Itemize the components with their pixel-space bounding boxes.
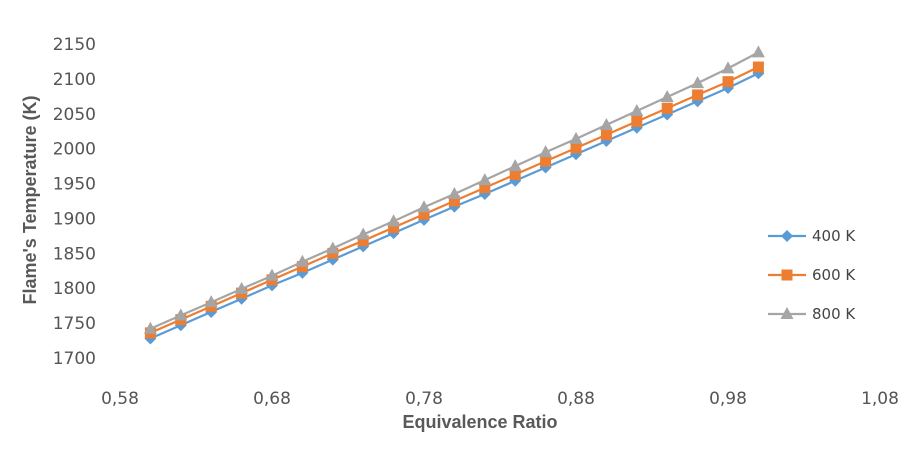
data-point [478,173,492,186]
data-point [600,129,612,141]
y-axis-title: Flame's Temperature (K) [20,95,40,304]
legend-label: 800 K [812,305,856,323]
legend-marker [781,269,793,281]
x-tick-labels: 0,58 0,68 0,78 0,88 0,98 1,08 [101,389,899,409]
data-point [570,142,582,154]
data-point [418,208,430,220]
series-layer [143,45,765,345]
data-point [508,159,522,172]
data-point [143,321,157,334]
data-point [357,235,369,247]
data-point [265,268,279,281]
data-point [722,76,734,88]
y-tick-label: 1700 [53,349,96,369]
y-tick-label: 2150 [53,35,96,55]
x-tick-label: 0,88 [557,389,595,409]
y-tick-label: 1800 [53,279,96,299]
y-tick-label: 1900 [53,209,96,229]
y-tick-label: 2050 [53,105,96,125]
legend-marker [780,307,794,319]
data-point [447,187,461,200]
y-tick-label: 1950 [53,175,96,195]
x-tick-label: 0,78 [405,389,443,409]
y-tick-label: 2100 [53,70,96,90]
data-point [356,227,370,240]
data-point [660,90,674,103]
x-tick-label: 0,98 [709,389,747,409]
data-point [631,115,643,127]
x-axis-title: Equivalence Ratio [402,412,557,432]
series-1 [144,61,764,339]
data-point [448,195,460,207]
legend: 400 K 600 K 800 K [768,227,856,323]
data-point [540,155,552,167]
x-tick-label: 1,08 [861,389,899,409]
data-point [751,45,765,58]
data-point [509,168,521,180]
legend-item: 800 K [768,305,856,323]
data-point [721,61,735,74]
data-point [691,76,705,89]
data-point [235,281,249,294]
data-point [599,117,613,130]
legend-label: 400 K [812,227,856,245]
data-point [692,89,704,101]
data-point [752,61,764,73]
data-point [387,214,401,227]
y-tick-label: 1750 [53,314,96,334]
data-point [388,222,400,234]
y-tick-label: 1850 [53,244,96,264]
data-point [295,254,309,267]
data-point [630,103,644,116]
y-tick-labels: 1700 1750 1800 1850 1900 1950 2000 2050 2100 2150 [53,35,96,369]
legend-item: 600 K [768,266,856,284]
data-point [479,182,491,194]
legend-marker [781,230,793,242]
data-point [539,145,553,158]
data-point [661,102,673,114]
x-tick-label: 0,68 [253,389,291,409]
data-point [326,241,340,254]
series-2 [143,45,765,334]
legend-item: 400 K [768,227,856,245]
data-point [569,131,583,144]
data-point [174,308,188,321]
data-point [417,200,431,213]
y-tick-label: 2000 [53,140,96,160]
x-tick-label: 0,58 [101,389,139,409]
data-point [204,295,218,308]
legend-label: 600 K [812,266,856,284]
